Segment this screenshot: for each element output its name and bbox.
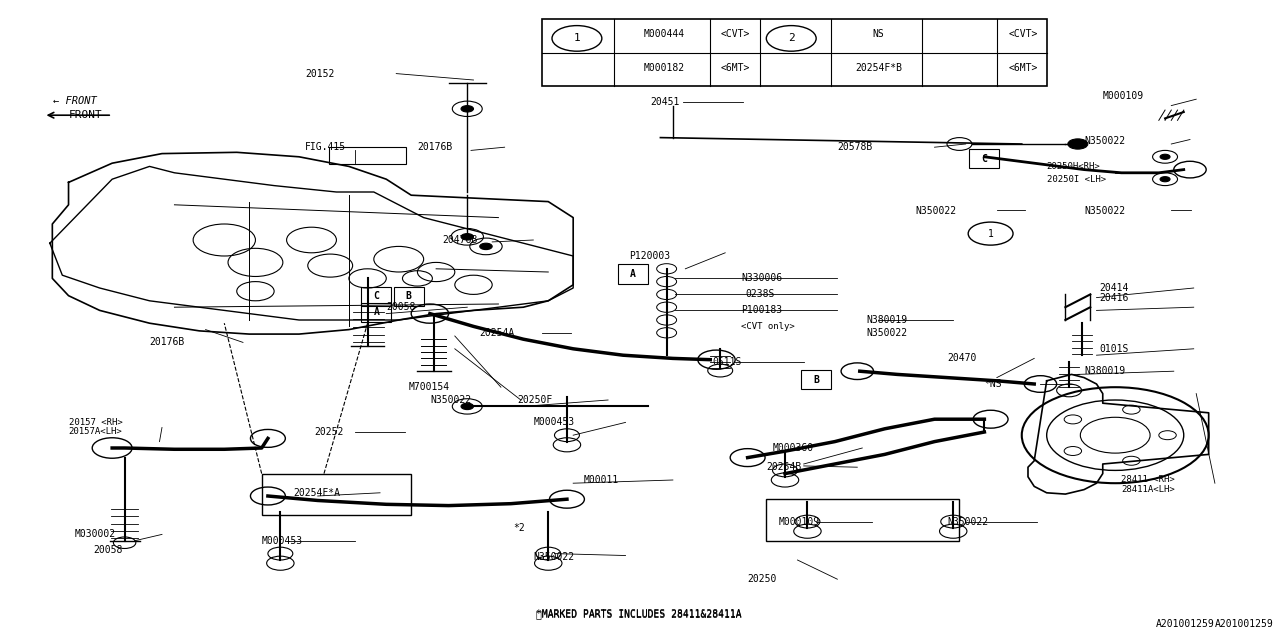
Text: ※MARKED PARTS INCLUDES 28411&28411A: ※MARKED PARTS INCLUDES 28411&28411A (536, 609, 741, 620)
Circle shape (461, 403, 474, 410)
Text: C: C (982, 154, 987, 164)
Text: 20250: 20250 (748, 574, 777, 584)
Text: N350022: N350022 (430, 395, 471, 405)
Circle shape (1160, 177, 1170, 182)
Text: N380019: N380019 (867, 315, 908, 325)
Text: M00011: M00011 (584, 475, 618, 485)
Text: 20176B: 20176B (150, 337, 184, 348)
Text: M000182: M000182 (644, 63, 685, 74)
Text: 2: 2 (788, 33, 795, 44)
Circle shape (461, 106, 474, 112)
Circle shape (461, 234, 474, 240)
Text: N350022: N350022 (534, 552, 575, 562)
Text: C: C (374, 291, 379, 301)
Text: 20058: 20058 (93, 545, 123, 556)
Text: M000444: M000444 (644, 29, 685, 39)
Text: N350022: N350022 (867, 328, 908, 338)
Text: FRONT: FRONT (69, 110, 102, 120)
Text: 0238S: 0238S (745, 289, 774, 300)
Text: 0101S: 0101S (1100, 344, 1129, 354)
Text: A: A (630, 269, 636, 279)
Circle shape (1068, 139, 1088, 149)
Text: ← FRONT: ← FRONT (52, 95, 96, 106)
Text: N380019: N380019 (1084, 366, 1125, 376)
Text: *2: *2 (513, 523, 525, 533)
Text: N350022: N350022 (1084, 206, 1125, 216)
Text: 20254A: 20254A (480, 328, 515, 338)
Text: M000360: M000360 (773, 443, 814, 453)
Text: B: B (813, 374, 819, 385)
Text: P120003: P120003 (630, 251, 671, 261)
Text: 20157A<LH>: 20157A<LH> (69, 428, 123, 436)
Text: N330006: N330006 (741, 273, 782, 284)
Text: 28411A<LH>: 28411A<LH> (1121, 485, 1175, 494)
Text: <CVT>: <CVT> (1009, 29, 1038, 39)
Text: 20254F*B: 20254F*B (855, 63, 902, 74)
Text: <CVT>: <CVT> (721, 29, 750, 39)
Text: <6MT>: <6MT> (1009, 63, 1038, 74)
Circle shape (1160, 154, 1170, 159)
Text: 20250I <LH>: 20250I <LH> (1047, 175, 1106, 184)
Text: 20252: 20252 (314, 427, 343, 437)
Text: M000453: M000453 (261, 536, 303, 546)
Text: 20414: 20414 (1100, 283, 1129, 293)
Text: *NS: *NS (984, 379, 1002, 389)
Text: 20578B: 20578B (837, 142, 873, 152)
Text: 20058: 20058 (387, 302, 416, 312)
Text: M030002: M030002 (74, 529, 116, 540)
Text: 20254F*A: 20254F*A (293, 488, 339, 498)
Text: 20176B: 20176B (417, 142, 453, 152)
Text: <CVT only>: <CVT only> (741, 322, 795, 331)
Text: M000109: M000109 (1103, 91, 1144, 101)
Text: P100183: P100183 (741, 305, 782, 316)
Text: 20254B: 20254B (767, 462, 801, 472)
Text: 20250H<RH>: 20250H<RH> (1047, 162, 1101, 171)
Text: A201001259: A201001259 (1215, 619, 1274, 629)
Text: M000453: M000453 (534, 417, 575, 428)
Text: 20476B: 20476B (443, 235, 477, 245)
Text: N350022: N350022 (947, 516, 988, 527)
Text: 20416: 20416 (1100, 292, 1129, 303)
Text: A201001259: A201001259 (1156, 619, 1215, 629)
Text: 1: 1 (573, 33, 580, 44)
Text: M700154: M700154 (408, 382, 449, 392)
Text: 1: 1 (988, 228, 993, 239)
Text: N350022: N350022 (916, 206, 957, 216)
Text: 28411 <RH>: 28411 <RH> (1121, 476, 1175, 484)
Text: 20470: 20470 (947, 353, 977, 364)
Text: A: A (374, 307, 379, 317)
Circle shape (480, 243, 493, 250)
Text: N350022: N350022 (1084, 136, 1125, 146)
Text: M000109: M000109 (778, 516, 820, 527)
Text: 0511S: 0511S (713, 356, 742, 367)
Text: NS: NS (873, 29, 884, 39)
Text: 20157 <RH>: 20157 <RH> (69, 418, 123, 427)
Text: *MARKED PARTS INCLUDES 28411&28411A: *MARKED PARTS INCLUDES 28411&28411A (536, 609, 741, 620)
Text: 20451: 20451 (650, 97, 680, 108)
Text: FIG.415: FIG.415 (306, 142, 347, 152)
Text: 20152: 20152 (306, 68, 334, 79)
Text: B: B (406, 291, 412, 301)
Text: <6MT>: <6MT> (721, 63, 750, 74)
Text: 20250F: 20250F (517, 395, 553, 405)
